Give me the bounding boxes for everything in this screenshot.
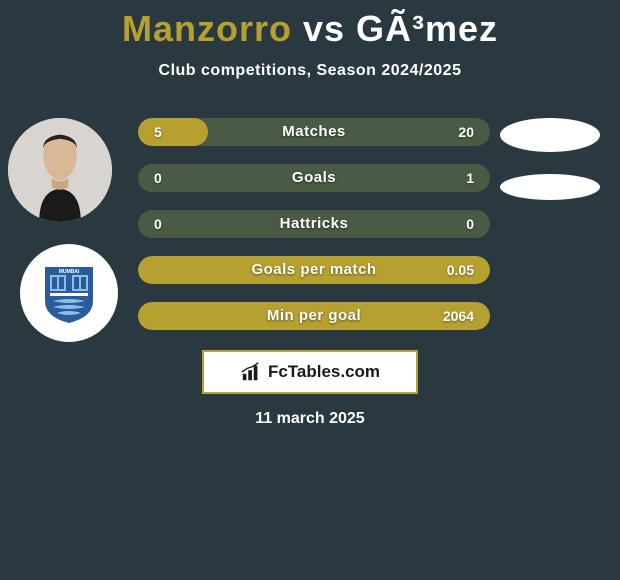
player1-name: Manzorro xyxy=(122,8,292,49)
bar-chart-icon xyxy=(240,361,262,383)
stat-bar-min-per-goal: Min per goal 2064 xyxy=(138,302,490,330)
bar-label: Min per goal xyxy=(138,302,490,330)
stat-bar-hattricks: 0 Hattricks 0 xyxy=(138,210,490,238)
bar-label: Goals per match xyxy=(138,256,490,284)
stat-bars: 5 Matches 20 0 Goals 1 0 Hattricks 0 Goa… xyxy=(138,118,490,348)
bar-right-value: 2064 xyxy=(443,302,474,330)
player2-name: GÃ³mez xyxy=(356,8,498,49)
stat-bar-matches: 5 Matches 20 xyxy=(138,118,490,146)
shield-icon: MUMBAI xyxy=(37,261,101,325)
vs-text: vs xyxy=(292,8,356,49)
stat-bar-goals: 0 Goals 1 xyxy=(138,164,490,192)
person-icon xyxy=(8,118,112,222)
subtitle: Club competitions, Season 2024/2025 xyxy=(0,62,620,80)
date-text: 11 march 2025 xyxy=(0,410,620,428)
page-title: Manzorro vs GÃ³mez xyxy=(0,0,620,50)
stat-bar-goals-per-match: Goals per match 0.05 xyxy=(138,256,490,284)
player1-avatar xyxy=(8,118,112,222)
bar-right-value: 0.05 xyxy=(447,256,474,284)
player2-avatar-top xyxy=(500,118,600,152)
bar-label: Hattricks xyxy=(138,210,490,238)
bar-label: Matches xyxy=(138,118,490,146)
svg-text:MUMBAI: MUMBAI xyxy=(59,269,80,275)
bar-right-value: 1 xyxy=(466,164,474,192)
source-logo-box: FcTables.com xyxy=(202,350,418,394)
bar-right-value: 0 xyxy=(466,210,474,238)
source-logo-text: FcTables.com xyxy=(268,362,380,382)
bar-label: Goals xyxy=(138,164,490,192)
player1-club-logo: MUMBAI xyxy=(20,244,118,342)
bar-right-value: 20 xyxy=(458,118,474,146)
player2-avatar-bottom xyxy=(500,174,600,200)
